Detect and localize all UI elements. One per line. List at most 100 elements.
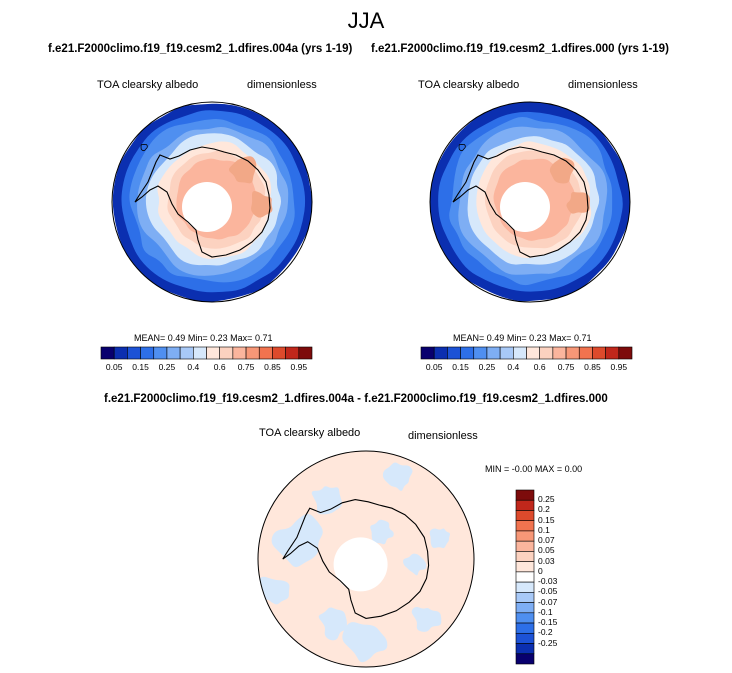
colorbar-swatch [618, 346, 633, 360]
colorbar-swatch [515, 561, 535, 573]
negative-diff-patch [403, 553, 427, 576]
panel-2-max-value: 0.71 [573, 333, 592, 343]
map-boundary [257, 450, 475, 668]
map-boundary [111, 101, 313, 303]
polar-data-gap [500, 182, 550, 232]
colorbar-swatch [592, 346, 606, 360]
colorbar-tick-label: 0.25 [158, 362, 176, 372]
colorbar-tick-label: 0.15 [132, 362, 149, 372]
colorbar-swatch [515, 643, 535, 655]
colorbar-swatch [219, 346, 234, 360]
panel-3-colorbar [515, 489, 535, 665]
colorbar-swatch [515, 571, 535, 583]
colorbar-tick-label: 0.15 [452, 362, 469, 372]
south-america-coastline [140, 143, 148, 152]
colorbar-tick-label: 0.95 [290, 362, 308, 372]
colorbar-tick-label: 0.05 [425, 362, 443, 372]
colorbar-swatch [447, 346, 461, 360]
colorbar-tick-label: 0.1 [538, 524, 550, 535]
colorbar-swatch [153, 346, 168, 360]
antarctica-coastline [134, 146, 271, 258]
panel-1-units-label: dimensionless [247, 79, 317, 91]
colorbar-swatch [526, 346, 540, 360]
colorbar-tick-label: 0.25 [478, 362, 496, 372]
colorbar-tick-label: 0.07 [538, 535, 555, 546]
panel-1-stats: MEAN= 0.49 Min= 0.23 Max= 0.71 [134, 333, 272, 343]
high-albedo-patch [251, 191, 273, 218]
panel-2-mean-label: MEAN= [453, 333, 485, 343]
panel-1-polar-map [111, 101, 313, 303]
colorbar-swatch [552, 346, 567, 360]
panel-3-stats: MIN = -0.00 MAX = 0.00 [485, 464, 582, 474]
polar-data-gap [182, 182, 232, 232]
colorbar-tick-label: -0.07 [538, 596, 558, 607]
colorbar-swatch [258, 346, 273, 360]
panel-3-max-label: MAX = [534, 464, 563, 474]
colorbar-swatch [515, 602, 535, 614]
colorbar-tick-label: -0.03 [538, 576, 558, 587]
colorbar-tick-label: 0.75 [237, 362, 255, 372]
colorbar-tick-label: 0 [538, 565, 543, 576]
panel-2-colorbar [420, 346, 633, 360]
colorbar-swatch [460, 346, 475, 360]
negative-diff-patch [342, 622, 388, 663]
colorbar-swatch [179, 346, 194, 360]
colorbar-tick-label: 0.4 [507, 362, 520, 372]
negative-diff-patch [370, 519, 394, 545]
colorbar-tick-label: 0.95 [610, 362, 628, 372]
panel-1-max-label: Max= [230, 333, 253, 343]
panel-1-min-label: Min= [187, 333, 208, 343]
colorbar-swatch [515, 592, 535, 603]
panel-2-min-value: 0.23 [529, 333, 547, 343]
colorbar-swatch [193, 346, 207, 360]
colorbar-swatch [206, 346, 220, 360]
colorbar-tick-label: 0.85 [584, 362, 601, 372]
colorbar-swatch [515, 520, 535, 532]
negative-diff-patch [382, 462, 413, 491]
colorbar-swatch [166, 346, 181, 360]
colorbar-tick-label: -0.2 [538, 627, 553, 638]
panel-3-units-label: dimensionless [408, 430, 478, 442]
colorbar-swatch [298, 346, 313, 360]
panel-2-min-label: Min= [506, 333, 527, 343]
panel-3-min-value: -0.00 [511, 464, 533, 474]
panel-2-mean-value: 0.49 [486, 333, 505, 343]
high-albedo-patch [566, 192, 591, 214]
panel-3-polar-map [257, 450, 475, 668]
panel-2-max-label: Max= [549, 333, 572, 343]
panel-1-variable-label: TOA clearsky albedo [97, 79, 199, 91]
south-america-coastline [458, 143, 466, 152]
antarctica-coastline [282, 499, 430, 619]
season-title: JJA [347, 8, 385, 33]
negative-diff-patch [411, 607, 442, 632]
panel-2-polar-map [429, 101, 631, 303]
panel-1-colorbar [100, 346, 313, 360]
colorbar-tick-label: 0.6 [213, 362, 226, 372]
map-boundary [429, 101, 631, 303]
colorbar-swatch [515, 530, 535, 542]
colorbar-swatch [140, 346, 155, 360]
antarctica-coastline [452, 146, 589, 258]
high-albedo-patch [549, 157, 575, 184]
colorbar-swatch [515, 653, 535, 665]
colorbar-tick-label: -0.05 [538, 586, 558, 597]
colorbar-swatch [232, 346, 247, 360]
negative-diff-patch [271, 513, 323, 568]
panel-1-case-title: f.e21.F2000climo.f19_f19.cesm2_1.dfires.… [48, 43, 353, 55]
colorbar-swatch [515, 499, 535, 511]
colorbar-swatch [515, 581, 535, 593]
colorbar-tick-label: 0.03 [538, 555, 555, 566]
colorbar-swatch [113, 346, 128, 360]
panel-3-case-title: f.e21.F2000climo.f19_f19.cesm2_1.dfires.… [104, 393, 608, 405]
panel-2-case-title: f.e21.F2000climo.f19_f19.cesm2_1.dfires.… [371, 43, 669, 55]
colorbar-tick-label: 0.4 [187, 362, 200, 372]
colorbar-swatch [486, 346, 501, 360]
colorbar-swatch [515, 510, 535, 522]
colorbar-swatch [565, 346, 580, 360]
colorbar-swatch [473, 346, 488, 360]
panel-2-variable-label: TOA clearsky albedo [418, 79, 520, 91]
panel-3-variable-label: TOA clearsky albedo [259, 427, 361, 439]
colorbar-swatch [515, 540, 535, 552]
colorbar-swatch [578, 346, 593, 360]
colorbar-swatch [100, 346, 115, 360]
